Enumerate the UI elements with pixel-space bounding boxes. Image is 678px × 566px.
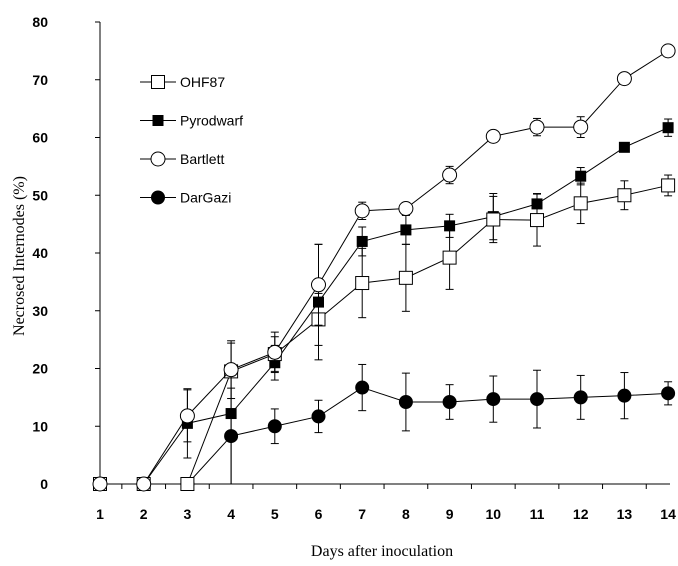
data-point — [354, 203, 370, 219]
data-point — [92, 476, 108, 492]
x-tick-label: 7 — [358, 506, 366, 522]
legend-label: Bartlett — [180, 151, 224, 167]
data-point — [662, 122, 674, 134]
series-line — [100, 184, 669, 485]
series-Bartlett — [92, 43, 676, 492]
data-point — [180, 477, 195, 491]
data-point — [355, 380, 370, 395]
y-tick-label: 60 — [32, 130, 48, 146]
x-tick-label: 9 — [446, 506, 454, 522]
data-point — [311, 409, 326, 424]
legend-entry-DarGazi: DarGazi — [140, 190, 231, 206]
legend-marker — [151, 190, 165, 205]
x-tick-label: 11 — [530, 506, 545, 522]
x-tick-label: 13 — [617, 506, 633, 522]
y-tick-label: 40 — [32, 245, 48, 261]
data-point — [617, 188, 632, 203]
y-tick-label: 20 — [32, 361, 48, 377]
data-point — [661, 178, 676, 193]
data-point — [442, 394, 457, 409]
data-point — [486, 212, 501, 227]
data-point — [573, 196, 588, 211]
y-tick-label: 70 — [32, 72, 48, 88]
x-tick-label: 5 — [271, 506, 279, 522]
y-tick-label: 0 — [40, 476, 48, 492]
y-tick-label: 30 — [32, 303, 48, 319]
y-tick-label: 80 — [32, 14, 48, 30]
data-point — [398, 394, 413, 409]
data-point — [618, 141, 630, 153]
legend-marker — [151, 75, 165, 89]
data-point — [223, 362, 239, 378]
series-line — [100, 127, 669, 485]
data-point — [311, 277, 326, 293]
data-point — [530, 392, 544, 407]
data-point — [225, 408, 237, 420]
data-point — [485, 128, 501, 144]
data-point — [442, 167, 458, 183]
series-DarGazi — [93, 363, 676, 491]
x-tick-label: 12 — [573, 506, 589, 522]
data-point — [398, 270, 413, 285]
x-tick-label: 1 — [96, 506, 104, 522]
legend-label: OHF87 — [180, 74, 225, 90]
x-tick-label: 4 — [227, 506, 235, 522]
series-Pyrodwarf — [94, 118, 674, 490]
legend-label: Pyrodwarf — [180, 113, 243, 129]
data-point — [575, 170, 587, 182]
data-point — [400, 224, 412, 236]
data-point — [398, 201, 414, 217]
axes — [95, 21, 670, 489]
y-axis-label: Necrosed Internodes (%) — [11, 176, 28, 336]
legend-marker — [150, 151, 166, 167]
x-tick-label: 2 — [140, 506, 148, 522]
y-tick-label: 10 — [32, 418, 48, 434]
data-point — [136, 476, 152, 492]
series — [92, 43, 676, 492]
data-point — [660, 43, 676, 59]
x-tick-label: 10 — [486, 506, 502, 522]
legend-label: DarGazi — [180, 190, 231, 206]
series-line — [100, 387, 669, 485]
x-tick-label: 3 — [184, 506, 192, 522]
x-tick-label: 8 — [402, 506, 410, 522]
data-point — [267, 344, 283, 360]
data-point — [442, 250, 457, 265]
legend-entry-OHF87: OHF87 — [140, 74, 225, 90]
series-OHF87 — [93, 174, 676, 491]
data-point — [267, 419, 282, 434]
data-point — [661, 386, 676, 401]
legend-entry-Bartlett: Bartlett — [140, 151, 224, 167]
data-point — [530, 213, 544, 228]
legend: OHF87 Pyrodwarf Bartlett DarGazi — [140, 74, 243, 206]
x-tick-label: 14 — [660, 506, 676, 522]
data-point — [529, 119, 545, 135]
data-point — [486, 392, 501, 407]
data-point — [573, 119, 589, 135]
data-point — [617, 388, 632, 403]
y-tick-label: 50 — [32, 187, 48, 203]
data-point — [616, 71, 632, 87]
data-point — [573, 390, 588, 405]
x-axis-label: Days after inoculation — [311, 543, 453, 560]
data-point — [355, 276, 370, 291]
data-point — [179, 408, 195, 424]
x-tick-label: 6 — [315, 506, 323, 522]
legend-entry-Pyrodwarf: Pyrodwarf — [140, 113, 243, 129]
legend-marker — [152, 115, 164, 126]
data-point — [356, 235, 368, 247]
